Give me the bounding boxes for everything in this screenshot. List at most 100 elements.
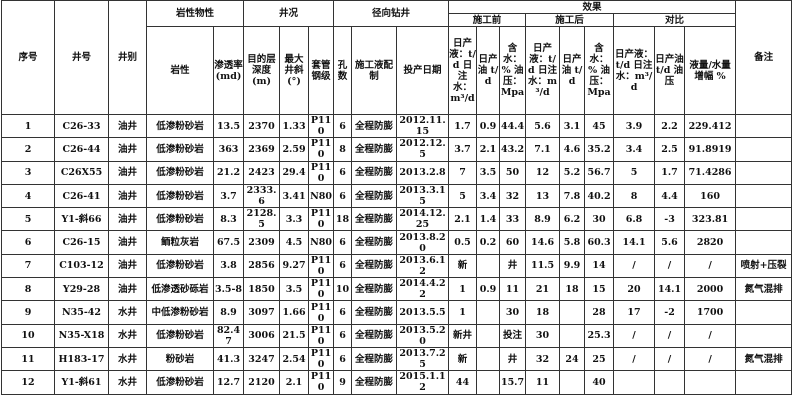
table-cell: 21.2 bbox=[212, 160, 245, 185]
table-cell: 低渗粉砂岩 bbox=[146, 183, 214, 209]
header-before-water: 含水：% 油压：Mpa bbox=[499, 26, 527, 115]
table-cell: 5 bbox=[613, 160, 656, 185]
table-cell: 油井 bbox=[108, 253, 147, 279]
table-cell: N35-42 bbox=[54, 300, 109, 325]
table-cell: 6 bbox=[333, 346, 353, 372]
table-cell: 4.4 bbox=[654, 183, 686, 209]
table-cell: 11 bbox=[499, 277, 527, 302]
header-compare-increase: 液量/水量增幅 % bbox=[684, 26, 737, 115]
table-cell: / bbox=[613, 253, 656, 279]
table-cell: C26-41 bbox=[54, 183, 109, 209]
table-cell bbox=[613, 370, 656, 395]
table-cell: 油井 bbox=[108, 113, 147, 139]
table-cell: 17 bbox=[613, 300, 656, 325]
table-cell: 14.1 bbox=[654, 277, 686, 302]
table-row: 4 C26-41 油井 低渗粉砂岩 3.7 2333.6 3.41 N80 6 全程防膨 2013.… bbox=[1, 183, 793, 209]
table-cell: Y1-斜61 bbox=[54, 370, 109, 395]
table-cell: 2.59 bbox=[279, 137, 310, 162]
table-cell: 2423 bbox=[243, 160, 281, 185]
table-cell: 11 bbox=[1, 346, 55, 372]
table-cell: 10 bbox=[333, 277, 353, 302]
table-cell: 44.4 bbox=[499, 113, 527, 139]
table-cell: 1850 bbox=[243, 277, 281, 302]
table-cell: C26-15 bbox=[54, 230, 109, 255]
table-cell: 2015.1.12 bbox=[396, 370, 450, 395]
table-cell: 全程防膨 bbox=[351, 346, 398, 372]
table-cell: P110 bbox=[308, 277, 335, 302]
table-cell: 鲕粒灰岩 bbox=[146, 230, 214, 255]
table-cell: 新 bbox=[448, 346, 478, 372]
header-after-oil: 日产油 t/d bbox=[559, 26, 586, 115]
table-cell: 喷射+压裂 bbox=[735, 253, 793, 279]
header-well-condition: 井况 bbox=[243, 0, 335, 27]
table-cell: 全程防膨 bbox=[351, 277, 398, 302]
table-cell: C26-33 bbox=[54, 113, 109, 139]
table-cell: 0.9 bbox=[476, 113, 501, 139]
table-cell: / bbox=[654, 253, 686, 279]
table-cell: 2013.7.25 bbox=[396, 346, 450, 372]
table-cell: 水井 bbox=[108, 323, 147, 348]
header-hole-count: 孔数 bbox=[333, 26, 353, 115]
table-cell: 全程防膨 bbox=[351, 370, 398, 395]
table-cell: -2 bbox=[654, 300, 686, 325]
table-cell: 6 bbox=[333, 113, 353, 139]
header-fluid: 施工液配制 bbox=[351, 26, 398, 115]
table-cell: 6 bbox=[333, 183, 353, 209]
table-cell: 13.5 bbox=[212, 113, 245, 139]
table-cell: 油井 bbox=[108, 277, 147, 302]
table-cell: 29.4 bbox=[279, 160, 310, 185]
table-cell: / bbox=[613, 346, 656, 372]
table-cell: 1.66 bbox=[279, 300, 310, 325]
table-cell: 井 bbox=[499, 346, 527, 372]
header-compare-oil: 日产油 t/d 油压 bbox=[654, 26, 686, 115]
table-cell: 3.9 bbox=[613, 113, 656, 139]
table-cell: 粉砂岩 bbox=[146, 346, 214, 372]
table-cell: 2012.11.15 bbox=[396, 113, 450, 139]
table-cell: 3.1 bbox=[559, 113, 586, 139]
table-cell: 44 bbox=[448, 370, 478, 395]
table-cell: 投注 bbox=[499, 323, 527, 348]
table-cell: 45 bbox=[584, 113, 615, 139]
table-cell: 低渗粉砂岩 bbox=[146, 370, 214, 395]
header-before-liquid: 日产液：t/d 日注水：m³/d bbox=[448, 26, 478, 115]
header-lithology: 岩性 bbox=[146, 26, 214, 115]
table-cell: 2820 bbox=[684, 230, 737, 255]
table-cell: 6.2 bbox=[559, 207, 586, 232]
table-cell: 0.5 bbox=[448, 230, 478, 255]
table-cell: 2333.6 bbox=[243, 183, 281, 209]
table-cell: 3006 bbox=[243, 323, 281, 348]
table-cell: 7 bbox=[1, 253, 55, 279]
table-cell: 11 bbox=[525, 370, 561, 395]
table-cell: 6 bbox=[333, 323, 353, 348]
table-cell: 0.9 bbox=[476, 277, 501, 302]
header-remark: 备注 bbox=[735, 0, 793, 115]
table-cell: 43.2 bbox=[499, 137, 527, 162]
table-row: 11 H183-17 水井 粉砂岩 41.3 3247 2.54 P110 6 全程防膨 2013.… bbox=[1, 346, 793, 372]
table-cell: 3 bbox=[1, 160, 55, 185]
table-cell: 2013.5.5 bbox=[396, 300, 450, 325]
table-cell: 11.5 bbox=[525, 253, 561, 279]
table-cell: C103-12 bbox=[54, 253, 109, 279]
table-cell: 30 bbox=[499, 300, 527, 325]
table-cell: C26X55 bbox=[54, 160, 109, 185]
table-cell: 56.7 bbox=[584, 160, 615, 185]
table-cell: 6 bbox=[333, 253, 353, 279]
table-cell: 32 bbox=[525, 346, 561, 372]
table-cell: 低渗粉砂岩 bbox=[146, 160, 214, 185]
table-cell: 1 bbox=[448, 300, 478, 325]
table-cell: / bbox=[654, 346, 686, 372]
table-row: 3 C26X55 油井 低渗粉砂岩 21.2 2423 29.4 P110 6 全程防膨 2013.… bbox=[1, 160, 793, 185]
table-cell: 18 bbox=[525, 300, 561, 325]
table-cell: 10 bbox=[1, 323, 55, 348]
table-cell: P110 bbox=[308, 323, 335, 348]
table-cell: 全程防膨 bbox=[351, 137, 398, 162]
table-row: 7 C103-12 油井 低渗粉砂岩 3.8 2856 9.27 P110 6 全程防膨 2013.… bbox=[1, 253, 793, 279]
table-cell: 14.6 bbox=[525, 230, 561, 255]
header-seq: 序号 bbox=[1, 0, 55, 115]
table-cell: -3 bbox=[654, 207, 686, 232]
table-cell: H183-17 bbox=[54, 346, 109, 372]
header-casing-grade: 套管钢级 bbox=[308, 26, 335, 115]
table-cell bbox=[735, 323, 793, 348]
table-cell: 7 bbox=[448, 160, 478, 185]
table-cell: 低渗粉砂岩 bbox=[146, 113, 214, 139]
